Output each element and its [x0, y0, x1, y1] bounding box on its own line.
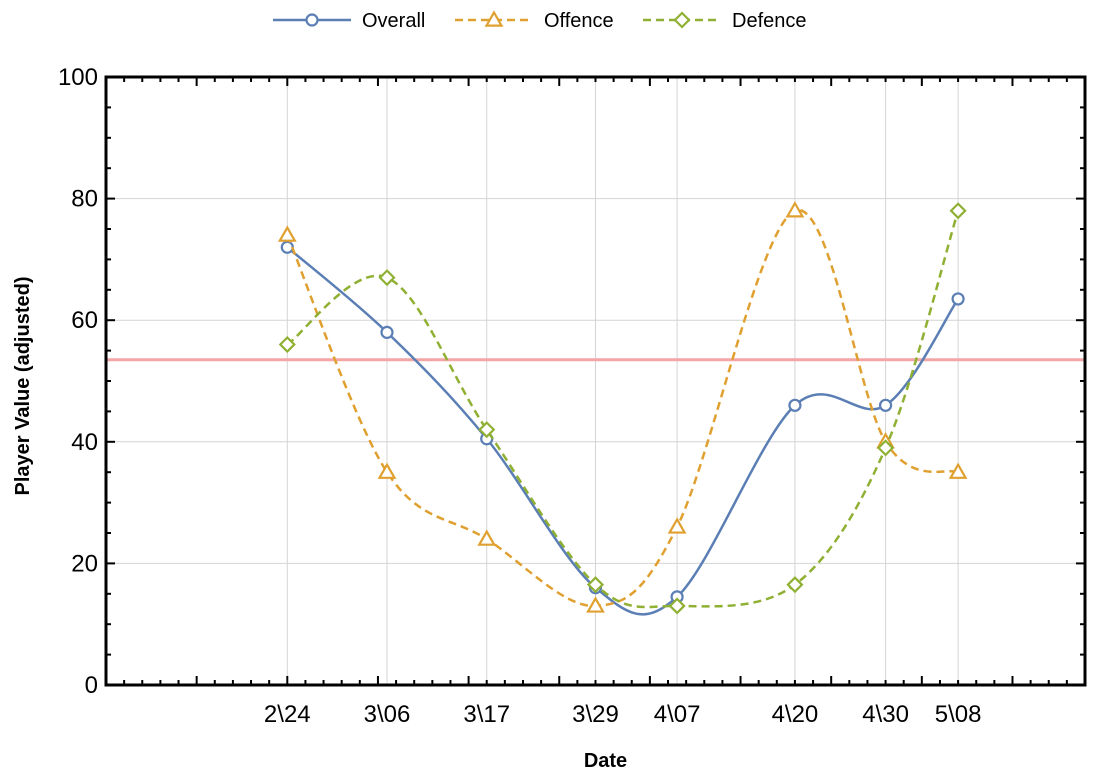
legend-label-overall: Overall [362, 10, 425, 32]
data-point-defence [278, 335, 296, 354]
data-point-offence [477, 529, 497, 546]
data-point-offence [277, 225, 297, 242]
data-point-defence [877, 439, 895, 457]
legend: Overall Offence Defence [273, 10, 807, 32]
legend-label-offence: Offence [544, 10, 614, 32]
series-group [277, 201, 968, 616]
x-axis-title: Date [584, 750, 627, 772]
data-point-overall [878, 398, 893, 412]
x-tick-label: 2\24 [264, 701, 311, 728]
x-tick-label: 3\06 [364, 701, 411, 728]
data-point-defence [378, 269, 396, 287]
legend-marker-defence [673, 11, 691, 29]
legend-label-defence: Defence [732, 10, 807, 32]
y-tick-label: 20 [71, 550, 98, 577]
series-defence [278, 202, 967, 615]
x-tick-label: 4\30 [862, 701, 909, 728]
legend-item-defence: Defence [643, 10, 807, 32]
legend-marker-overall [305, 13, 319, 27]
data-point-overall [788, 398, 802, 412]
y-tick-label: 40 [71, 429, 98, 456]
data-point-overall [280, 240, 294, 254]
x-tick-label: 4\07 [654, 701, 701, 728]
data-point-offence [377, 462, 397, 479]
data-point-offence [948, 462, 968, 479]
data-point-defence [478, 421, 496, 439]
data-point-overall [380, 325, 394, 339]
y-axis-title: Player Value (adjusted) [12, 277, 34, 496]
legend-item-overall: Overall [273, 10, 425, 32]
y-tick-label: 100 [58, 64, 98, 91]
legend-marker-offence [484, 10, 504, 27]
x-tick-label: 4\20 [772, 701, 819, 728]
data-point-defence [586, 576, 605, 594]
series-line-offence [286, 209, 959, 608]
y-tick-label: 60 [71, 307, 98, 334]
data-point-overall [951, 292, 965, 306]
data-point-defence [949, 202, 967, 220]
y-tick-labels: 0 20 40 60 80 100 [58, 64, 98, 699]
x-tick-labels: 2\24 3\06 3\17 3\29 4\07 4\20 4\30 5\08 [264, 701, 982, 728]
legend-item-offence: Offence [455, 10, 614, 32]
data-point-defence [786, 576, 804, 594]
axis-ticks [105, 76, 1086, 686]
x-tick-label: 3\29 [572, 701, 619, 728]
y-tick-label: 0 [85, 672, 98, 699]
data-point-defence [668, 597, 686, 615]
x-tick-label: 3\17 [463, 701, 510, 728]
data-point-offence [586, 596, 605, 613]
series-line-overall [286, 246, 960, 616]
series-overall [280, 240, 965, 616]
data-point-offence [785, 201, 805, 218]
y-tick-label: 80 [71, 186, 98, 213]
x-tick-label: 5\08 [935, 701, 982, 728]
data-point-offence [667, 517, 687, 534]
